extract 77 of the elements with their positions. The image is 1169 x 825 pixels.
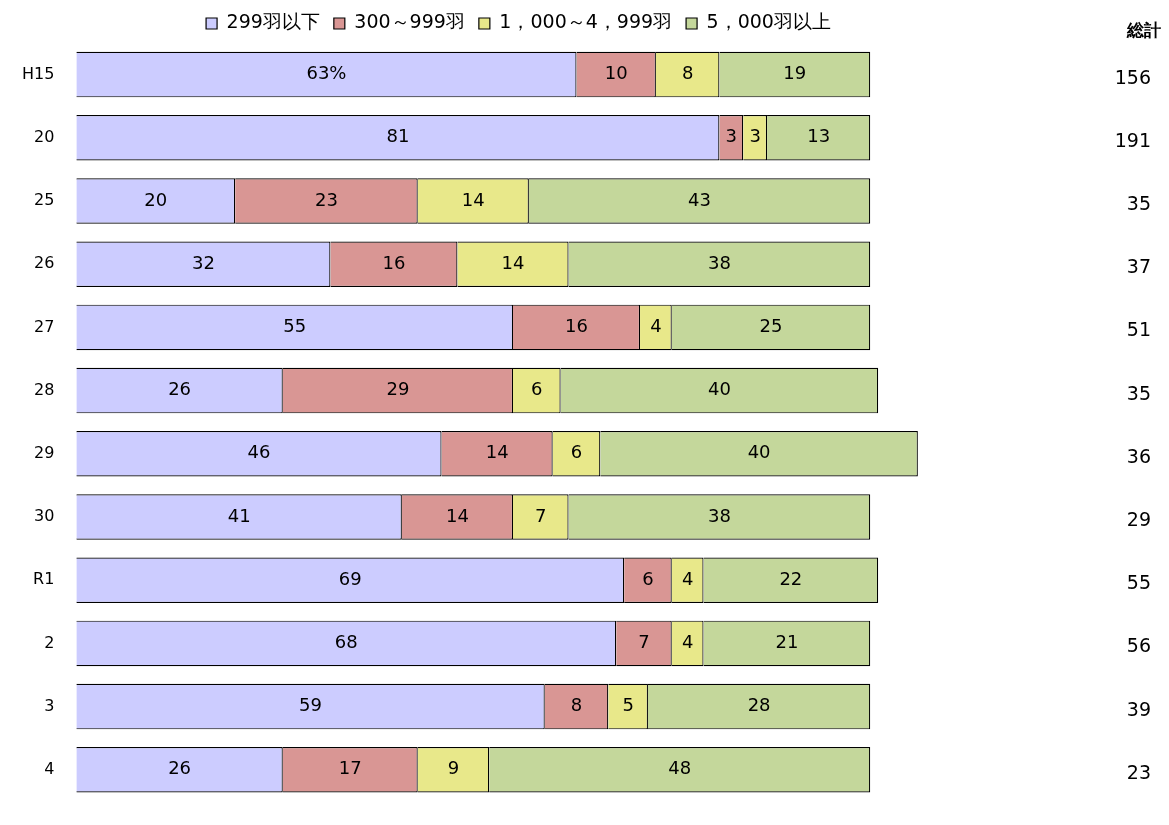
data-label: 16 bbox=[565, 315, 588, 337]
data-label: 40 bbox=[707, 378, 731, 400]
data-label: 4 bbox=[681, 631, 694, 653]
data-label: 17 bbox=[338, 757, 362, 779]
data-label: 25 bbox=[759, 315, 783, 337]
data-label: 20 bbox=[144, 188, 168, 210]
data-label: 7 bbox=[535, 504, 547, 526]
data-label: 3 bbox=[725, 125, 738, 147]
data-label: 8 bbox=[681, 62, 694, 84]
data-label: 68 bbox=[334, 631, 358, 653]
data-label: 38 bbox=[707, 251, 731, 273]
text: 56 bbox=[1126, 634, 1151, 657]
data-label: 81 bbox=[386, 125, 410, 147]
legend-label: 299羽以下 bbox=[226, 10, 320, 33]
data-label: 16 bbox=[382, 251, 406, 273]
data-label: 23 bbox=[315, 188, 338, 210]
data-label: 14 bbox=[501, 251, 525, 273]
data-label: 26 bbox=[168, 757, 192, 779]
data-label: 4 bbox=[681, 567, 694, 589]
text: 29 bbox=[1126, 507, 1151, 530]
data-label: 32 bbox=[191, 251, 215, 273]
data-label: 63% bbox=[306, 62, 347, 84]
legend-label: 300～999羽 bbox=[354, 10, 465, 33]
text: 36 bbox=[1126, 444, 1151, 467]
y-tick-label: 2 bbox=[44, 632, 55, 652]
legend-label: 1，000～4，999羽 bbox=[499, 10, 673, 33]
text: 156 bbox=[1114, 65, 1151, 88]
data-label: 13 bbox=[807, 125, 831, 147]
y-tick-label: 29 bbox=[34, 442, 55, 462]
data-label: 46 bbox=[247, 441, 271, 463]
y-tick-label: 3 bbox=[44, 695, 55, 715]
y-tick-label: 20 bbox=[34, 126, 55, 146]
y-tick-label: 25 bbox=[34, 190, 55, 210]
y-tick-label: 27 bbox=[34, 316, 55, 336]
data-label: 10 bbox=[604, 62, 628, 84]
text: 総計 bbox=[1126, 20, 1161, 41]
data-label: 14 bbox=[485, 441, 509, 463]
y-tick-label: H15 bbox=[22, 63, 55, 83]
text: 51 bbox=[1126, 318, 1151, 341]
y-tick-label: 26 bbox=[34, 253, 55, 273]
data-label: 8 bbox=[570, 694, 583, 716]
y-tick-label: 4 bbox=[44, 758, 55, 778]
data-label: 6 bbox=[570, 441, 583, 463]
text: 35 bbox=[1126, 191, 1151, 214]
data-label: 55 bbox=[283, 315, 307, 337]
text: 23 bbox=[1126, 760, 1151, 783]
data-label: 29 bbox=[386, 378, 410, 400]
text: 191 bbox=[1114, 128, 1151, 151]
legend-label: 5，000羽以上 bbox=[706, 10, 831, 33]
data-label: 6 bbox=[531, 378, 543, 400]
text: 55 bbox=[1126, 571, 1151, 594]
text: 39 bbox=[1126, 697, 1151, 720]
y-tick-label: 28 bbox=[34, 379, 55, 399]
data-label: 14 bbox=[461, 188, 485, 210]
data-label: 14 bbox=[445, 504, 469, 526]
data-label: 28 bbox=[747, 694, 771, 716]
data-label: 41 bbox=[227, 504, 251, 526]
data-label: 69 bbox=[338, 567, 362, 589]
data-label: 5 bbox=[622, 694, 634, 716]
data-label: 7 bbox=[638, 631, 650, 653]
data-label: 21 bbox=[775, 631, 799, 653]
data-label: 4 bbox=[650, 315, 662, 337]
data-label: 59 bbox=[299, 694, 323, 716]
data-label: 22 bbox=[779, 567, 803, 589]
data-label: 43 bbox=[688, 188, 712, 210]
data-label: 19 bbox=[783, 62, 807, 84]
data-label: 9 bbox=[447, 757, 460, 779]
data-label: 26 bbox=[168, 378, 192, 400]
text: 35 bbox=[1126, 381, 1151, 404]
data-label: 6 bbox=[642, 567, 654, 589]
data-label: 48 bbox=[668, 757, 692, 779]
data-label: 3 bbox=[749, 125, 761, 147]
y-tick-label: R1 bbox=[33, 569, 55, 589]
data-label: 38 bbox=[707, 504, 731, 526]
data-label: 40 bbox=[747, 441, 771, 463]
text: 37 bbox=[1126, 255, 1151, 278]
y-tick-label: 30 bbox=[34, 506, 55, 526]
